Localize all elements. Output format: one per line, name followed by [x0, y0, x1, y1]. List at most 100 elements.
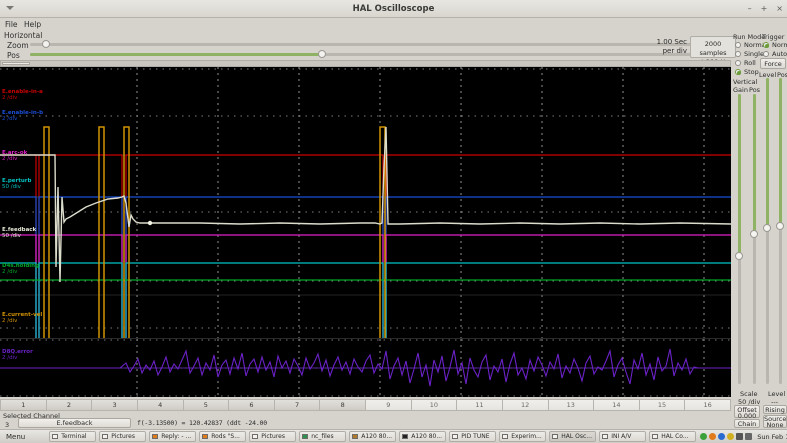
horizontal-scrollbar-thumb[interactable] — [2, 62, 30, 65]
task-hal-oscilloscope[interactable]: HAL Osc... — [549, 431, 597, 442]
task-window-icon — [502, 434, 509, 439]
network-icon[interactable] — [745, 433, 753, 440]
selected-channel-name-button[interactable]: E.feedback — [18, 418, 131, 428]
firefox-tray-icon[interactable] — [709, 433, 717, 440]
task-a120-2[interactable]: A120 80... — [399, 431, 447, 442]
task-reply[interactable]: Reply: - ... — [149, 431, 197, 442]
channel-label-error[interactable]: D8Q.error 2 /div — [2, 349, 33, 361]
system-tray — [700, 433, 753, 440]
channel-name-7: E.current-vel — [2, 312, 43, 318]
trigger-level-label: Level — [759, 71, 777, 79]
oscilloscope-aux-plot[interactable]: D8Q.error 2 /div — [0, 338, 731, 398]
run-mode-normal-label: Normal — [744, 41, 768, 49]
channel-tab-10[interactable]: 10 — [411, 399, 458, 411]
pencil-icon[interactable] — [25, 433, 32, 440]
channel-name-1: E.enable-in-a — [2, 89, 43, 95]
task-window-icon — [102, 434, 109, 439]
radio-dot-icon — [763, 51, 769, 57]
task-hal-config[interactable]: HAL Co... — [649, 431, 697, 442]
channel-tab-4[interactable]: 4 — [137, 399, 184, 411]
vertical-pos-track[interactable] — [753, 94, 756, 384]
chain-toggle-button[interactable]: Chain Off — [734, 419, 760, 436]
channel-tab-7[interactable]: 7 — [274, 399, 321, 411]
channel-scale-6: 2 /div — [2, 269, 18, 275]
channel-tab-14[interactable]: 14 — [594, 399, 640, 411]
window-menu-caret-icon[interactable] — [6, 6, 14, 10]
tray-warning-icon[interactable] — [727, 433, 735, 440]
selected-channel-caption: Selected Channel — [3, 412, 60, 420]
channel-tab-5[interactable]: 5 — [183, 399, 230, 411]
start-menu-label[interactable]: Menu — [6, 432, 26, 441]
volume-icon[interactable] — [736, 433, 744, 440]
trigger-pos-track[interactable] — [779, 78, 782, 384]
channel-label-enable-in-b[interactable]: E.enable-in-b 2 /div — [2, 110, 43, 122]
menu-file[interactable]: File — [5, 20, 18, 29]
force-trigger-button[interactable]: Force — [760, 58, 786, 69]
channel-tab-11[interactable]: 11 — [457, 399, 503, 411]
channel-label-feedback[interactable]: E.feedback 50 /div — [2, 227, 36, 239]
task-a120-1[interactable]: A120 80... — [349, 431, 397, 442]
channel-tab-9[interactable]: 9 — [366, 399, 412, 411]
maximize-button[interactable]: + — [760, 4, 768, 13]
task-window-icon — [352, 434, 359, 439]
horizontal-scrollbar[interactable] — [0, 60, 731, 67]
tray-app-icon-2[interactable] — [718, 433, 726, 440]
task-window-icon — [252, 434, 259, 439]
tray-app-icon-1[interactable] — [700, 433, 708, 440]
task-pictures-2[interactable]: Pictures — [249, 431, 297, 442]
vertical-pos-knob[interactable] — [750, 230, 758, 238]
task-experim[interactable]: Experim... — [499, 431, 547, 442]
channel-tab-13[interactable]: 13 — [548, 399, 595, 411]
time-per-div-unit: per div — [662, 47, 687, 55]
radio-dot-icon — [735, 42, 741, 48]
minimize-button[interactable]: – — [747, 4, 752, 13]
task-pictures-1[interactable]: Pictures — [99, 431, 147, 442]
trigger-source-value: None — [766, 421, 784, 429]
channel-tab-3[interactable]: 3 — [92, 399, 138, 411]
trigger-source-button[interactable]: Source None — [763, 415, 787, 428]
channel-tab-15[interactable]: 15 — [639, 399, 686, 411]
offset-button[interactable]: Offset 0.000 — [734, 405, 760, 419]
task-pid-tune[interactable]: PID TUNE — [449, 431, 497, 442]
channel-tab-strip[interactable]: 1 2 3 4 5 6 7 8 9 10 11 12 13 14 15 16 — [0, 399, 731, 411]
task-label: A120 80... — [361, 433, 393, 440]
task-label: Pictures — [261, 433, 285, 440]
trigger-level-knob[interactable] — [763, 224, 771, 232]
channel-label-current-vel[interactable]: E.current-vel 2 /div — [2, 312, 42, 324]
trigger-normal-label: Normal — [772, 41, 787, 49]
pos-slider-track[interactable] — [30, 53, 720, 56]
task-nc-files[interactable]: nc_files — [299, 431, 347, 442]
menu-help[interactable]: Help — [24, 20, 42, 29]
taskbar-clock: Sun Feb 10, 15:28 — [757, 432, 787, 441]
trigger-edge-button[interactable]: Rising — [763, 405, 787, 414]
channel-label-arc-ok[interactable]: E.arc-ok 2 /div — [2, 150, 27, 162]
zoom-slider-track[interactable] — [30, 43, 720, 46]
channel-tab-12[interactable]: 12 — [502, 399, 549, 411]
trigger-pos-fill — [779, 78, 782, 226]
channel-name-5: E.feedback — [2, 227, 37, 233]
channel-label-enable-in-a[interactable]: E.enable-in-a 2 /div — [2, 89, 43, 101]
zoom-slider-knob[interactable] — [42, 40, 50, 48]
channel-tab-2[interactable]: 2 — [46, 399, 93, 411]
task-rods[interactable]: Rods "S... — [199, 431, 247, 442]
channel-label-perturb[interactable]: E.perturb 50 /div — [2, 178, 31, 190]
close-button[interactable]: × — [776, 4, 783, 13]
channel-scale-7: 2 /div — [2, 318, 18, 324]
pos-slider-knob[interactable] — [318, 50, 326, 58]
channel-tab-16[interactable]: 16 — [685, 399, 731, 411]
trigger-auto-label: Auto — [772, 50, 787, 58]
vertical-caption: Vertical — [733, 78, 758, 86]
task-terminal[interactable]: Terminal — [49, 431, 97, 442]
trigger-source-label: Source — [764, 415, 787, 423]
channel-name-2: E.enable-in-b — [2, 110, 44, 116]
vertical-pos-fill — [753, 94, 756, 234]
channel-tab-6[interactable]: 6 — [229, 399, 275, 411]
task-window-icon — [302, 434, 309, 439]
vertical-gain-knob[interactable] — [735, 252, 743, 260]
channel-label-holding[interactable]: D4s.holding 2 /div — [2, 263, 39, 275]
desktop-taskbar: Menu Terminal Pictures Reply: - ... Rods… — [0, 429, 787, 443]
task-ini-av[interactable]: INI A/V — [599, 431, 647, 442]
channel-tab-1[interactable]: 1 — [0, 399, 47, 411]
trigger-pos-knob[interactable] — [776, 222, 784, 230]
channel-tab-8[interactable]: 8 — [320, 399, 366, 411]
